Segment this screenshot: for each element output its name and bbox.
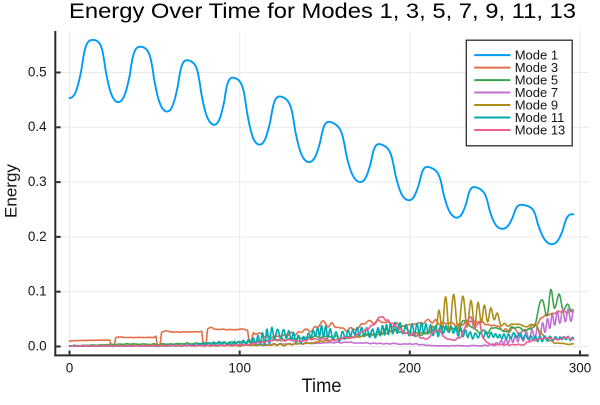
svg-text:Mode 1: Mode 1 xyxy=(515,47,558,62)
svg-text:0.0: 0.0 xyxy=(28,338,47,353)
svg-text:Mode 11: Mode 11 xyxy=(515,110,565,125)
svg-text:0.5: 0.5 xyxy=(28,64,47,79)
svg-text:Energy: Energy xyxy=(2,164,21,218)
svg-text:Mode 13: Mode 13 xyxy=(515,122,566,137)
svg-text:0.1: 0.1 xyxy=(28,284,47,299)
svg-text:Energy Over Time for Modes 1,: Energy Over Time for Modes 1, 3, 5, 7, 9… xyxy=(69,0,576,23)
svg-text:Mode 9: Mode 9 xyxy=(515,97,558,112)
svg-text:Mode 3: Mode 3 xyxy=(515,60,558,75)
svg-text:200: 200 xyxy=(399,360,422,375)
svg-text:100: 100 xyxy=(228,360,251,375)
svg-text:Mode 5: Mode 5 xyxy=(515,72,558,87)
svg-text:Time: Time xyxy=(302,376,342,397)
svg-text:Mode 7: Mode 7 xyxy=(515,85,558,100)
svg-text:0.4: 0.4 xyxy=(28,119,47,134)
svg-text:0: 0 xyxy=(66,360,74,375)
svg-text:0.2: 0.2 xyxy=(28,229,47,244)
svg-text:300: 300 xyxy=(569,360,592,375)
svg-text:0.3: 0.3 xyxy=(28,174,47,189)
